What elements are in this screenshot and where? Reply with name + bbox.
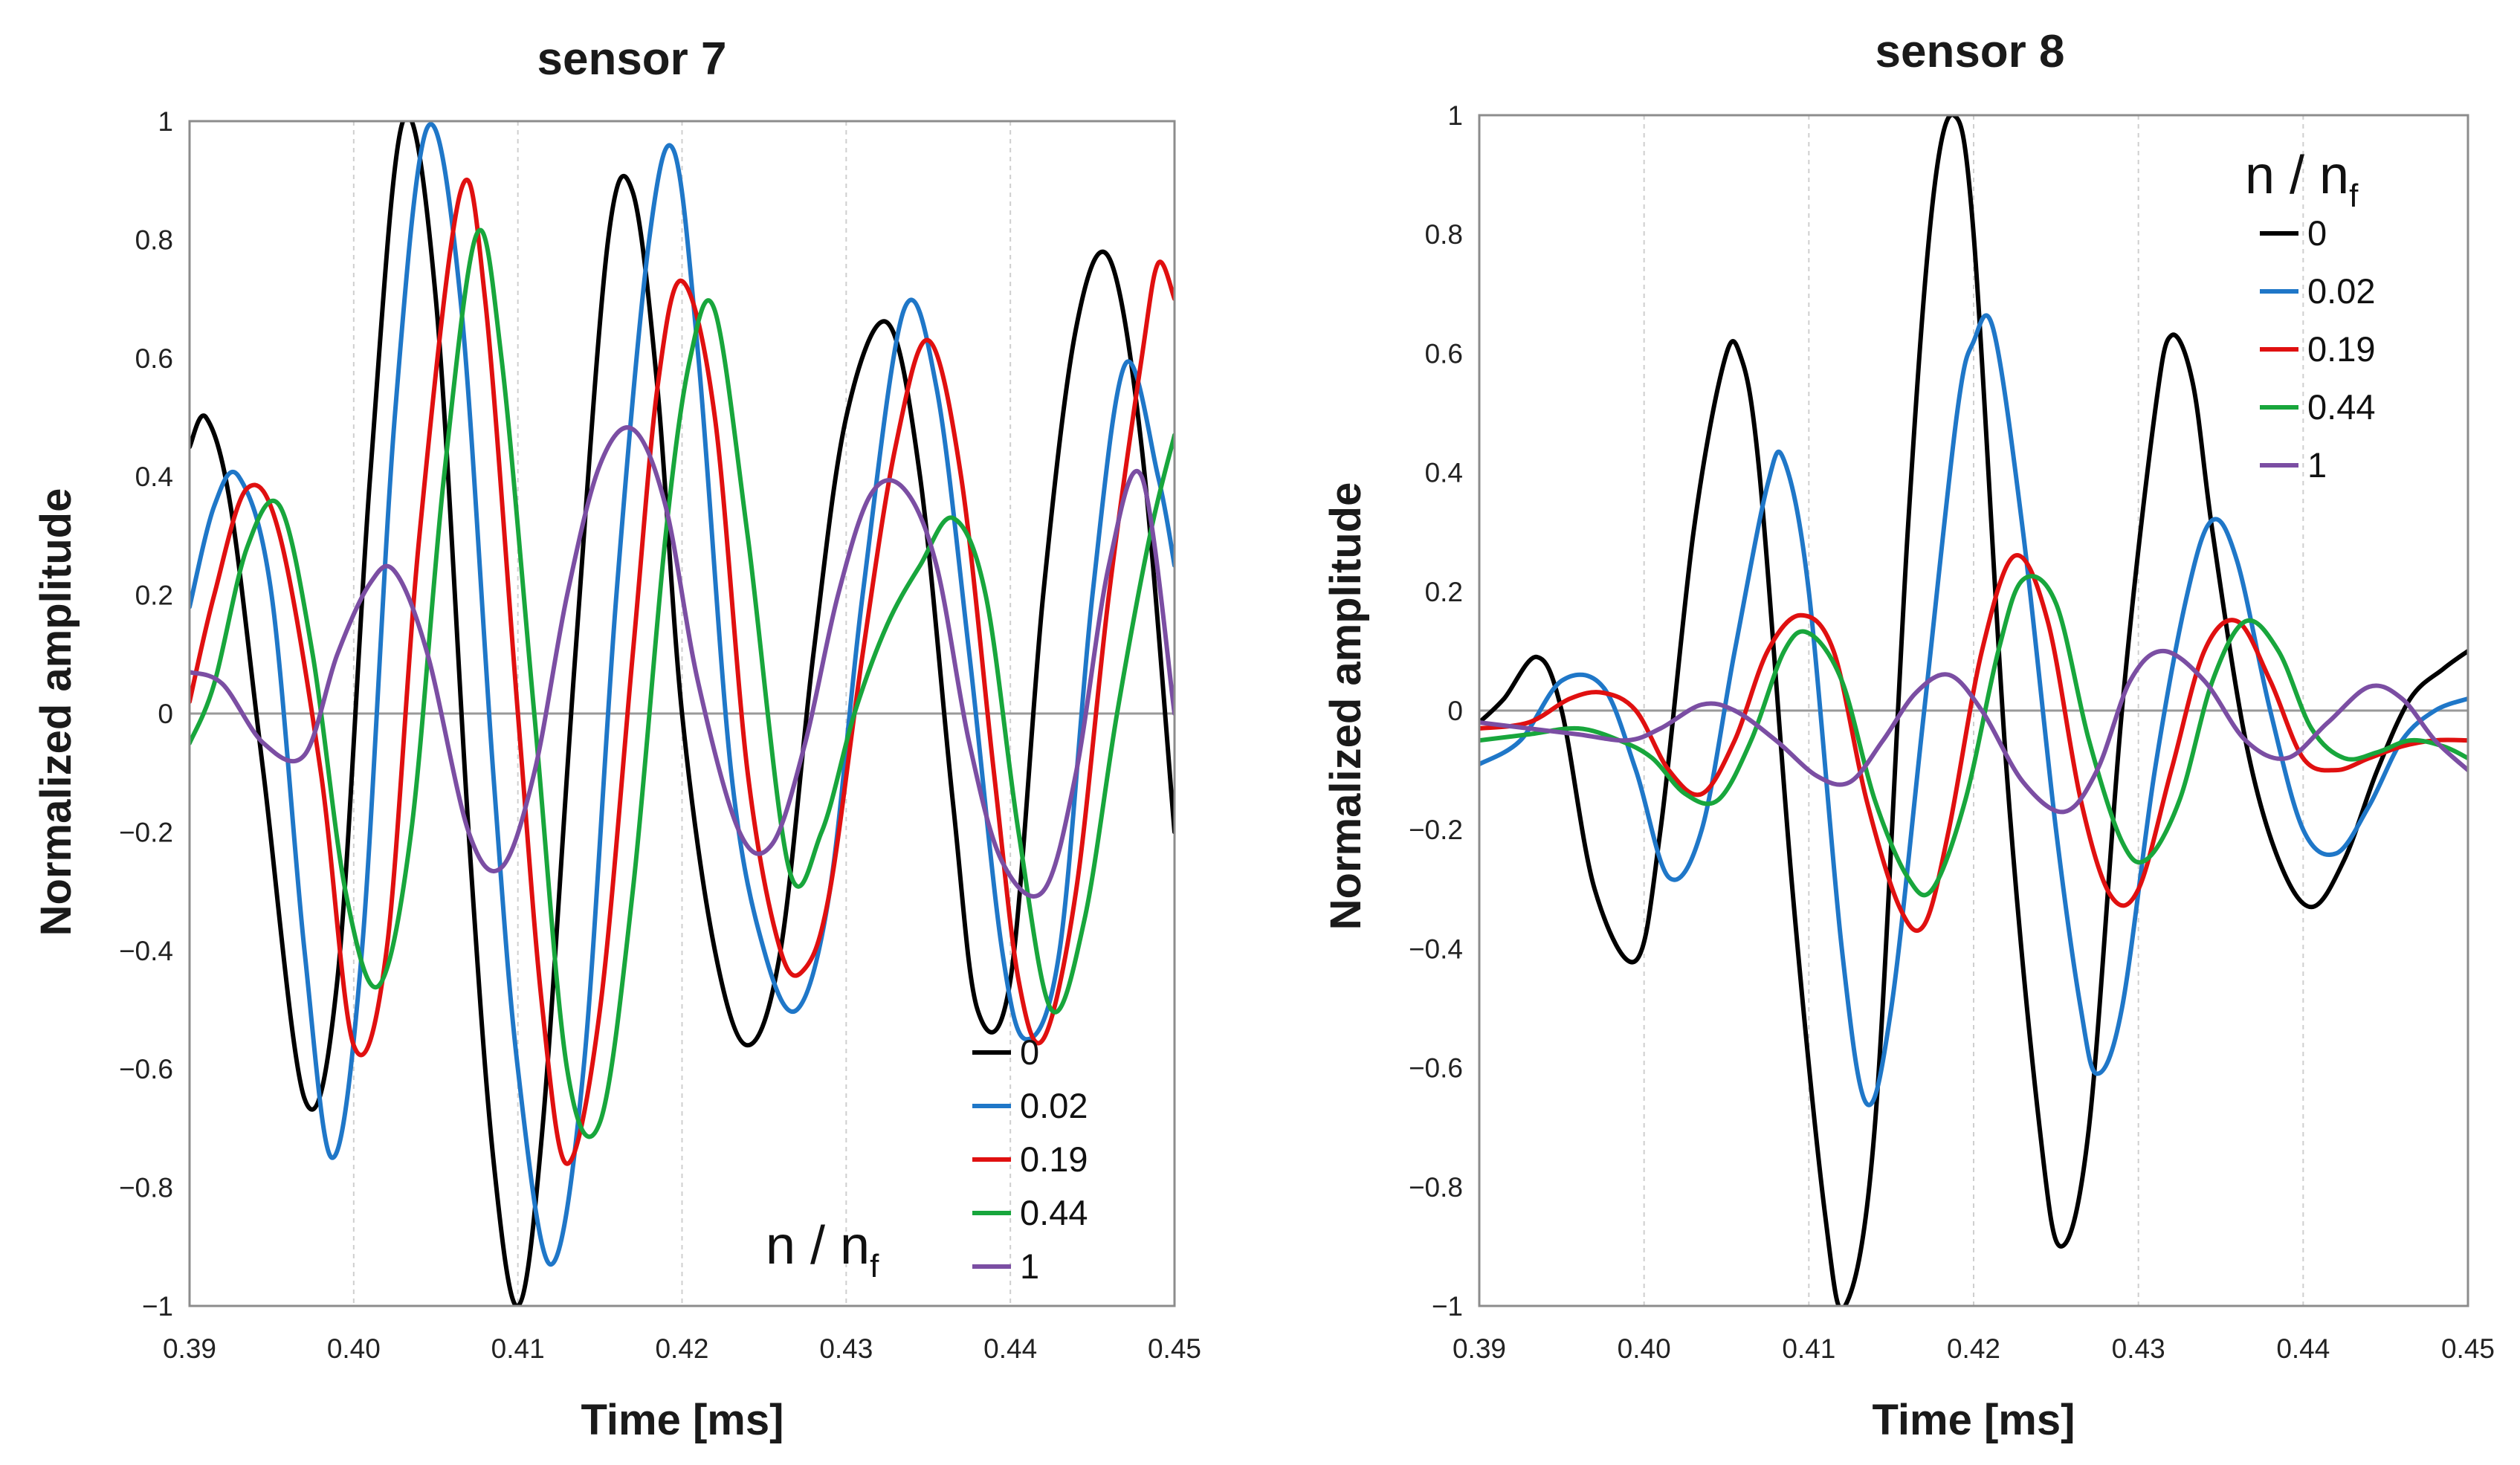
y-tick-label: 0.4 [1425,458,1463,488]
chart-sensor-7: sensor 7 Normalized amplitude Time [ms] … [32,33,1201,1444]
legend-title: n / nf [766,1216,879,1284]
y-tick-label: −0.6 [119,1054,173,1084]
legend-item-1: 1 [2260,445,2327,485]
y-tick-label: 0.4 [135,462,173,492]
x-tick-label: 0.42 [655,1333,708,1364]
legend-item-0: 0 [972,1032,1039,1072]
series-line-0.02 [190,122,1175,1267]
plot-area-border [1478,114,2469,1307]
legend-label: 0.02 [1020,1086,1088,1125]
x-tick-label: 0.42 [1947,1333,2000,1364]
chart-title: sensor 8 [1875,26,2064,77]
legend-title-main: n / n [766,1216,870,1275]
legend-label: 0 [2307,213,2327,253]
y-tick-label: −0.6 [1409,1053,1463,1084]
plot-frame [1478,114,2469,1307]
y-tick-label: 0 [158,699,173,729]
x-tick-label: 0.40 [1618,1333,1671,1364]
series-lines [190,121,1175,1306]
series-line-0 [190,121,1175,1306]
series-line-1 [190,425,1175,899]
chart-title: sensor 7 [537,33,726,85]
y-tick-label: 0.8 [1425,219,1463,250]
y-tick-label: 0.6 [1425,338,1463,369]
plot-area-border [188,120,1176,1307]
grid [1643,115,2304,1306]
y-tick-label: 0 [1447,696,1463,726]
x-axis-title: Time [ms] [581,1396,784,1444]
legend-title-subscript: f [870,1248,879,1284]
series-line-1 [1479,648,2468,815]
y-axis-title: Normalized amplitude [1322,482,1370,931]
legend-item-0.19: 0.19 [2260,329,2375,369]
y-tick-label: 0.2 [1425,577,1463,607]
y-tick-label: −0.2 [1409,815,1463,845]
legend-label: 0.02 [2307,271,2375,311]
legend-title-main: n / n [2245,146,2349,205]
legend-title-subscript: f [2349,178,2359,214]
legend-label: 0.44 [1020,1193,1088,1232]
y-tick-label: −0.2 [119,817,173,847]
y-tick-label: 0.8 [135,224,173,255]
legend-label: 0.19 [1020,1139,1088,1179]
legend-item-0: 0 [2260,213,2327,253]
legend-label: 0 [1020,1032,1039,1072]
series-line-0.19 [1479,553,2468,934]
series-line-0 [1479,115,2468,1306]
legend-items: 0 0.02 0.19 0.44 1 [972,1032,1088,1286]
legend-label: 0.44 [2307,387,2375,427]
legend-item-0.44: 0.44 [2260,387,2375,427]
y-axis-title: Normalized amplitude [32,488,80,937]
legend-label: 1 [1020,1246,1039,1286]
x-tick-label: 0.43 [2112,1333,2165,1364]
tick-labels: 1 0.8 0.6 0.4 0.2 0 −0.2 −0.4 −0.6 −0.8 −1 0.39 0.40… [119,106,1201,1364]
x-axis-title: Time [ms] [1873,1396,2075,1444]
chart-sensor-8: sensor 8 Normalized amplitude Time [ms] … [1322,26,2495,1444]
y-tick-label: −0.4 [119,936,173,966]
x-tick-label: 0.40 [327,1333,381,1364]
x-tick-label: 0.44 [983,1333,1037,1364]
x-tick-label: 0.41 [1782,1333,1835,1364]
y-tick-label: 1 [158,106,173,137]
y-tick-label: 0.6 [135,343,173,374]
legend: 0 0.02 0.19 0.44 1 n / nf [766,1032,1088,1286]
plot-frame [188,120,1176,1307]
x-tick-label: 0.45 [1148,1333,1201,1364]
legend-title: n / nf [2245,146,2359,214]
series-lines [1479,115,2468,1306]
legend-label: 0.19 [2307,329,2375,369]
tick-labels: 1 0.8 0.6 0.4 0.2 0 −0.2 −0.4 −0.6 −0.8 −1 0.39 0.40… [1409,100,2495,1364]
legend-item-1: 1 [972,1246,1039,1286]
y-tick-label: −0.8 [1409,1172,1463,1203]
legend-item-0.19: 0.19 [972,1139,1088,1179]
y-tick-label: −1 [142,1291,173,1322]
x-tick-label: 0.39 [1453,1333,1506,1364]
series-line-0.44 [1479,574,2468,898]
legend-items: 0 0.02 0.19 0.44 1 [2260,213,2375,485]
x-tick-label: 0.44 [2276,1333,2330,1364]
legend-item-0.44: 0.44 [972,1193,1088,1232]
legend-item-0.02: 0.02 [972,1086,1088,1125]
series-line-0.02 [1479,313,2468,1107]
x-tick-label: 0.45 [2441,1333,2495,1364]
x-tick-label: 0.41 [491,1333,545,1364]
legend-label: 1 [2307,445,2327,485]
y-tick-label: −0.8 [119,1173,173,1203]
x-tick-label: 0.39 [163,1333,216,1364]
x-tick-label: 0.43 [819,1333,873,1364]
y-tick-label: 0.2 [135,580,173,611]
y-tick-label: −0.4 [1409,934,1463,964]
legend-item-0.02: 0.02 [2260,271,2375,311]
legend: n / nf 0 0.02 0.19 0.44 1 [2245,146,2375,485]
y-tick-label: −1 [1432,1291,1463,1322]
y-tick-label: 1 [1447,100,1463,131]
series-line-0.44 [190,227,1175,1139]
series-line-0.19 [190,178,1175,1166]
